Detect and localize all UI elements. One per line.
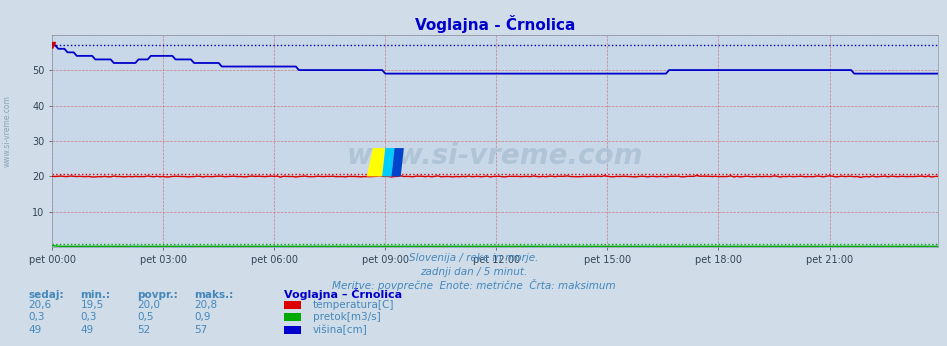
- Text: 20,8: 20,8: [194, 300, 217, 310]
- Text: povpr.:: povpr.:: [137, 290, 178, 300]
- Text: 20,0: 20,0: [137, 300, 160, 310]
- Text: www.si-vreme.com: www.si-vreme.com: [3, 95, 12, 167]
- Title: Voglajna - Črnolica: Voglajna - Črnolica: [415, 16, 575, 34]
- Text: 20,6: 20,6: [28, 300, 51, 310]
- Text: www.si-vreme.com: www.si-vreme.com: [347, 142, 643, 170]
- Text: 0,3: 0,3: [28, 312, 45, 322]
- Text: 0,3: 0,3: [80, 312, 97, 322]
- Polygon shape: [383, 148, 395, 176]
- Text: višina[cm]: višina[cm]: [313, 325, 367, 335]
- Text: 0,5: 0,5: [137, 312, 153, 322]
- Text: 19,5: 19,5: [80, 300, 104, 310]
- Text: sedaj:: sedaj:: [28, 290, 64, 300]
- Text: 49: 49: [28, 325, 42, 335]
- Text: 49: 49: [80, 325, 94, 335]
- Text: 52: 52: [137, 325, 151, 335]
- Polygon shape: [391, 148, 403, 176]
- Polygon shape: [366, 148, 385, 176]
- Text: Slovenija / reke in morje.: Slovenija / reke in morje.: [409, 253, 538, 263]
- Text: 57: 57: [194, 325, 207, 335]
- Text: 0,9: 0,9: [194, 312, 210, 322]
- Text: Voglajna – Črnolica: Voglajna – Črnolica: [284, 288, 402, 300]
- Text: pretok[m3/s]: pretok[m3/s]: [313, 312, 381, 322]
- Text: Meritve: povprečne  Enote: metrične  Črta: maksimum: Meritve: povprečne Enote: metrične Črta:…: [331, 279, 616, 291]
- Text: maks.:: maks.:: [194, 290, 233, 300]
- Text: zadnji dan / 5 minut.: zadnji dan / 5 minut.: [420, 267, 527, 277]
- Text: temperatura[C]: temperatura[C]: [313, 300, 394, 310]
- Text: min.:: min.:: [80, 290, 111, 300]
